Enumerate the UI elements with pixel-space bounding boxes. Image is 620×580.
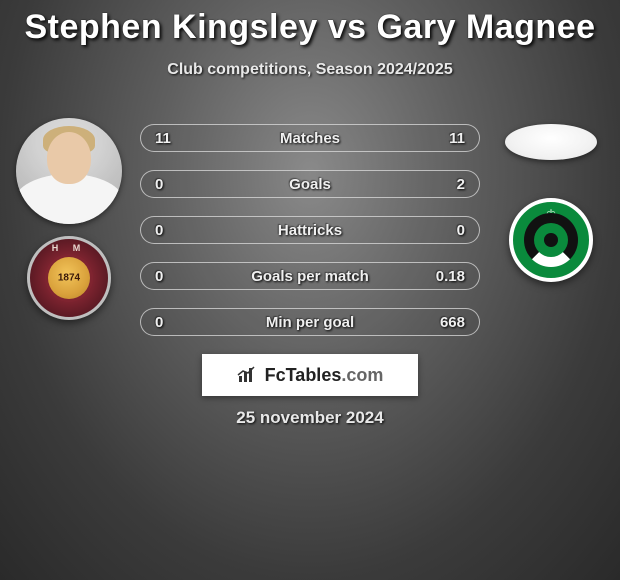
stat-row: 0 Min per goal 668 [140, 308, 480, 336]
stat-right-value: 0 [405, 222, 465, 239]
right-player-photo-placeholder [505, 124, 597, 160]
brand-text: FcTables.com [265, 365, 384, 386]
stat-right-value: 11 [405, 130, 465, 147]
left-club-crest: H M 1874 [27, 236, 111, 320]
stat-row: 11 Matches 11 [140, 124, 480, 152]
brand-name: FcTables [265, 365, 342, 385]
stat-row: 0 Goals 2 [140, 170, 480, 198]
left-crest-year: 1874 [58, 273, 80, 284]
left-player-photo [16, 118, 122, 224]
stat-row: 0 Goals per match 0.18 [140, 262, 480, 290]
chart-icon [237, 366, 259, 384]
page-title: Stephen Kingsley vs Gary Magnee [0, 0, 620, 47]
stat-left-value: 11 [155, 130, 215, 147]
stat-label: Matches [215, 130, 405, 147]
stats-table: 11 Matches 11 0 Goals 2 0 Hattricks 0 0 … [140, 124, 480, 354]
left-crest-letters: H M [30, 243, 108, 253]
stat-right-value: 2 [405, 176, 465, 193]
stat-right-value: 668 [405, 314, 465, 331]
brand-domain: .com [341, 365, 383, 385]
brand-badge: FcTables.com [202, 354, 418, 396]
stat-left-value: 0 [155, 314, 215, 331]
subtitle: Club competitions, Season 2024/2025 [0, 61, 620, 79]
stat-left-value: 0 [155, 222, 215, 239]
stat-label: Hattricks [215, 222, 405, 239]
stat-left-value: 0 [155, 268, 215, 285]
stat-label: Goals [215, 176, 405, 193]
stat-label: Goals per match [215, 268, 405, 285]
stat-left-value: 0 [155, 176, 215, 193]
snapshot-date: 25 november 2024 [0, 408, 620, 428]
right-player-column: ♔ [486, 118, 616, 282]
left-player-column: H M 1874 [4, 118, 134, 320]
stat-label: Min per goal [215, 314, 405, 331]
stat-right-value: 0.18 [405, 268, 465, 285]
stat-row: 0 Hattricks 0 [140, 216, 480, 244]
right-club-crest: ♔ [509, 198, 593, 282]
